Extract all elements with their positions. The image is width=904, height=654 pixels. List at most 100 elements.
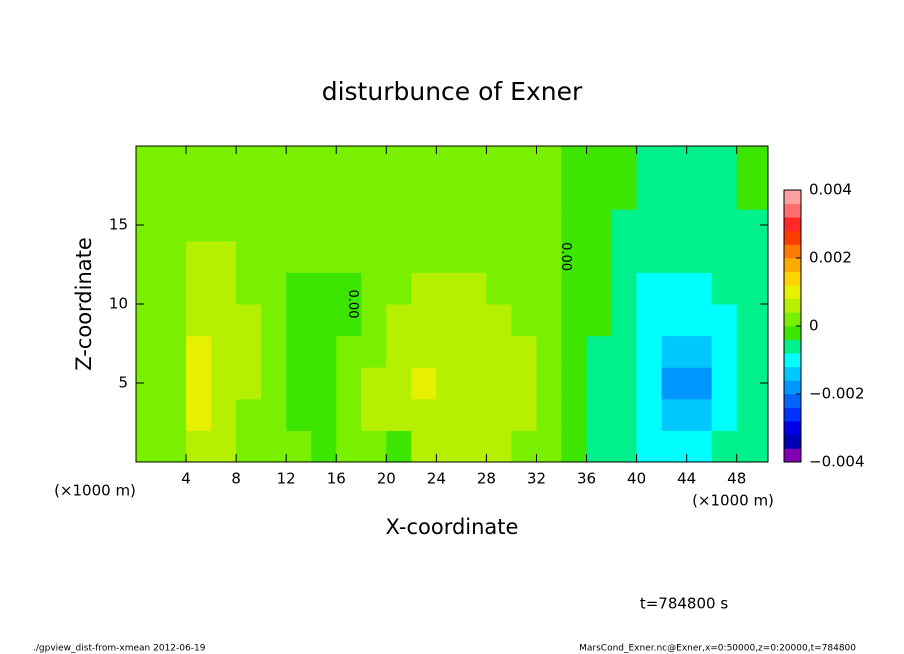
field-cell <box>286 177 312 210</box>
field-cell <box>236 398 262 431</box>
field-cell <box>311 304 337 337</box>
field-cell <box>486 177 512 210</box>
field-cell <box>286 304 312 337</box>
field-cell <box>361 177 387 210</box>
field-cell <box>461 272 487 305</box>
field-cell <box>411 367 437 400</box>
field-cell <box>536 430 563 463</box>
field-cell <box>511 398 537 431</box>
field-cell <box>161 367 187 400</box>
x-tick-label: 36 <box>577 470 596 488</box>
field-cell <box>561 272 588 305</box>
colorbar-tick-label: 0.004 <box>809 181 852 199</box>
field-cell <box>611 398 638 431</box>
field-cell <box>661 146 688 179</box>
field-cell <box>261 240 287 273</box>
field-cell <box>486 146 512 179</box>
field-cell <box>186 272 212 305</box>
field-cell <box>711 398 738 431</box>
x-tick-label: 20 <box>377 470 396 488</box>
field-cell <box>411 177 437 210</box>
field-cell <box>336 177 362 210</box>
field-cell <box>711 209 738 242</box>
field-cell <box>636 398 663 431</box>
field-cell <box>686 272 713 305</box>
field-cell <box>586 398 613 431</box>
field-cell <box>161 146 187 179</box>
field-cell <box>386 335 412 368</box>
colorbar-band <box>784 448 801 463</box>
field-cell <box>461 335 487 368</box>
field-cell <box>536 304 563 337</box>
colorbar-band <box>784 353 801 368</box>
field-cell <box>561 146 588 179</box>
field-cell <box>736 146 769 179</box>
field-cell <box>186 209 212 242</box>
field-cell <box>561 398 588 431</box>
x-tick-label: 24 <box>427 470 446 488</box>
field-cell <box>286 335 312 368</box>
field-cell <box>511 367 537 400</box>
field-cell <box>586 240 613 273</box>
field-cell <box>486 304 512 337</box>
field-cell <box>436 367 462 400</box>
colorbar-band <box>784 380 801 395</box>
field-cell <box>611 272 638 305</box>
field-cell <box>311 335 337 368</box>
field-cell <box>236 367 262 400</box>
field-cell <box>611 146 638 179</box>
field-cell <box>261 430 287 463</box>
field-cell <box>636 272 663 305</box>
field-cell <box>136 335 162 368</box>
field-cell <box>386 146 412 179</box>
field-cell <box>261 272 287 305</box>
field-cell <box>186 430 212 463</box>
field-cell <box>511 272 537 305</box>
field-cell <box>261 146 287 179</box>
field-cell <box>161 398 187 431</box>
field-cell <box>436 304 462 337</box>
field-cell <box>636 304 663 337</box>
colorbar-band <box>784 434 801 449</box>
field-cell <box>211 146 237 179</box>
field-cell <box>636 430 663 463</box>
field-cell <box>361 304 387 337</box>
colorbar-band <box>784 230 801 245</box>
x-axis-label: X-coordinate <box>386 515 519 539</box>
field-cell <box>611 335 638 368</box>
field-cell <box>161 304 187 337</box>
field-cell <box>261 398 287 431</box>
field-cell <box>286 398 312 431</box>
field-cell <box>436 146 462 179</box>
field-cell <box>211 398 237 431</box>
colorbar-band <box>784 203 801 218</box>
field-cell <box>186 398 212 431</box>
field-cell <box>336 209 362 242</box>
field-cell <box>511 146 537 179</box>
field-cell <box>361 209 387 242</box>
field-cell <box>361 398 387 431</box>
field-cell <box>311 430 337 463</box>
field-cell <box>661 430 688 463</box>
field-cell <box>711 272 738 305</box>
field-cell <box>136 304 162 337</box>
field-cell <box>511 240 537 273</box>
field-cell <box>561 304 588 337</box>
field-cell <box>711 240 738 273</box>
field-cell <box>211 430 237 463</box>
field-cell <box>211 304 237 337</box>
field-cell <box>311 177 337 210</box>
field-cell <box>311 209 337 242</box>
footer-right: MarsCond_Exner.nc@Exner,x=0:50000,z=0:20… <box>579 644 856 654</box>
field-cell <box>361 367 387 400</box>
field-cell <box>561 430 588 463</box>
field-cell <box>536 398 563 431</box>
field-cell <box>711 146 738 179</box>
field-cell <box>536 177 563 210</box>
colorbar-band <box>784 190 801 204</box>
field-cell <box>586 209 613 242</box>
field-cell <box>661 304 688 337</box>
field-cell <box>136 398 162 431</box>
field-cell <box>536 272 563 305</box>
field-cell <box>211 209 237 242</box>
